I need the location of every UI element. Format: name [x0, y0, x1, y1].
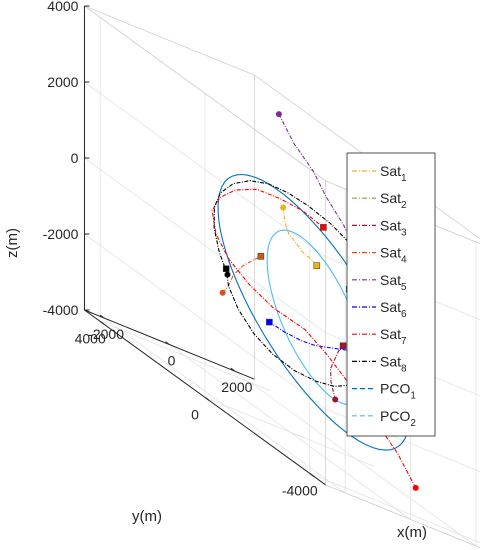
z-tick-label: 2000	[47, 74, 78, 90]
legend-label: Sat6	[380, 299, 407, 320]
start-marker-sat3	[332, 396, 339, 403]
series-sat1	[282, 207, 318, 267]
y-axis-line	[84, 309, 326, 486]
legend-label: Sat2	[380, 190, 407, 211]
start-marker-sat5	[275, 111, 282, 118]
x-tick-label: 0	[168, 353, 176, 369]
legend-label: Sat1	[380, 163, 407, 184]
z-tick-label: -4000	[43, 302, 79, 318]
box-edge	[84, 5, 255, 76]
end-marker-sat3	[339, 342, 347, 349]
z-tick-label: -2000	[43, 226, 79, 242]
end-marker-sat7	[320, 224, 327, 231]
legend-label: Sat3	[380, 217, 407, 238]
start-marker-sat1	[280, 204, 287, 211]
end-marker-sat6	[266, 318, 273, 326]
legend-label: Sat7	[380, 326, 407, 347]
satellite-trajectories	[211, 111, 422, 491]
y-tick-mark	[204, 397, 210, 401]
grid-line	[103, 317, 346, 494]
legend-label: Sat8	[380, 353, 407, 374]
box-edge	[325, 484, 480, 549]
box-edge	[84, 5, 326, 182]
y-axis-label: y(m)	[132, 508, 162, 525]
start-marker-sat4	[219, 289, 226, 296]
z-tick-label: 0	[71, 150, 79, 166]
series-pco1	[217, 173, 410, 451]
legend-label: PCO1	[380, 381, 416, 402]
end-marker-sat4	[257, 253, 265, 260]
z-tick-label: 4000	[47, 0, 78, 14]
legend-label: PCO2	[380, 408, 416, 429]
x-tick-mark	[230, 367, 236, 372]
series-sat7	[211, 188, 417, 489]
y-tick-mark	[309, 473, 315, 477]
tick-labels: 4000 2000 0 -2000 -4000 4000 0 -4000 -2000 0 2000	[43, 0, 318, 498]
x-tick-mark	[99, 314, 105, 319]
grid-line	[234, 370, 477, 547]
legend-label: Sat4	[380, 245, 407, 266]
series-sat3	[330, 345, 344, 400]
start-marker-sat7	[412, 484, 419, 491]
y-tick-label: -4000	[282, 482, 318, 498]
y-tick-label: 4000	[75, 330, 106, 346]
x-tick-label: 2000	[221, 379, 252, 395]
legend: Sat1 Sat2 Sat3 Sat4 Sat5 Sat6 Sat7 Sat8 PCO1 PCO2	[346, 152, 436, 437]
start-marker-sat8	[224, 271, 231, 278]
x-axis-label: x(m)	[397, 524, 427, 541]
x-tick-mark	[165, 341, 170, 346]
grid-line	[169, 344, 411, 520]
end-marker-sat8	[222, 265, 230, 272]
end-marker-sat1	[313, 262, 321, 269]
legend-label: Sat5	[380, 272, 407, 293]
z-axis-label: z(m)	[4, 228, 21, 258]
y-tick-label: 0	[191, 406, 199, 422]
x-tick-label: -2000	[88, 326, 124, 342]
y-tick-mark	[99, 321, 105, 325]
